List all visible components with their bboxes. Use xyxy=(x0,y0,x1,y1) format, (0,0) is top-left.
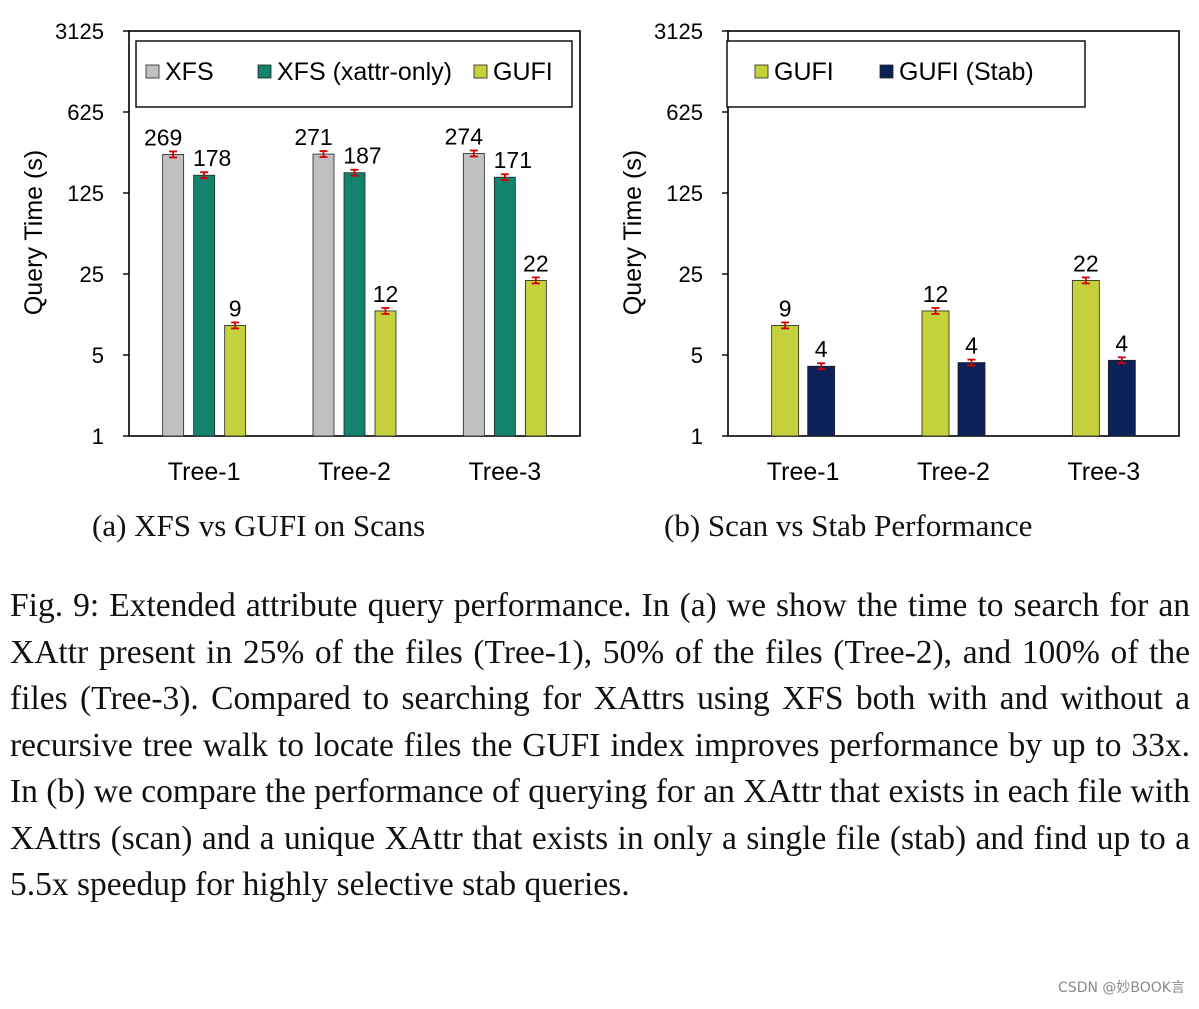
x-tick-label: Tree-3 xyxy=(468,458,541,486)
data-label: 12 xyxy=(373,281,399,307)
watermark: CSDN @妙BOOK言 xyxy=(1058,980,1185,996)
bar xyxy=(462,153,485,437)
bar xyxy=(312,153,335,437)
data-label: 4 xyxy=(965,333,978,359)
chart-a: 1 5 25 125 625 3125 Query Time (s) 269 178 9 Tree-… xyxy=(20,19,581,486)
figure-caption: Fig. 9: Extended attribute query perform… xyxy=(10,587,1190,903)
subcaption-a: (a) XFS vs GUFI on Scans xyxy=(92,508,426,543)
data-label: 274 xyxy=(445,124,484,150)
data-label: 9 xyxy=(229,295,242,321)
x-tick-label: Tree-1 xyxy=(767,458,840,486)
bar xyxy=(493,176,516,437)
legend-swatch xyxy=(145,64,160,79)
data-label: 269 xyxy=(144,124,182,150)
y-tick-label: 25 xyxy=(679,262,703,287)
bar xyxy=(193,174,216,437)
subcaption-b: (b) Scan vs Stab Performance xyxy=(664,508,1033,543)
legend-label: GUFI xyxy=(493,58,553,86)
bar xyxy=(771,325,800,437)
bar xyxy=(1071,280,1100,437)
y-tick-label: 625 xyxy=(666,100,703,125)
data-label: 4 xyxy=(815,336,828,362)
data-label: 4 xyxy=(1115,330,1128,356)
y-tick-label: 1 xyxy=(92,424,104,449)
y-tick-label: 3125 xyxy=(654,19,703,44)
data-label: 22 xyxy=(1073,250,1099,276)
legend-box xyxy=(726,40,1086,108)
y-tick-label: 25 xyxy=(80,262,104,287)
legend-label: XFS xyxy=(165,58,214,86)
bar xyxy=(921,310,950,437)
y-tick-label: 5 xyxy=(92,343,104,368)
y-tick-label: 625 xyxy=(67,100,104,125)
legend-label: XFS (xattr-only) xyxy=(277,58,452,86)
legend-label: GUFI (Stab) xyxy=(899,58,1034,86)
y-tick-label: 3125 xyxy=(55,19,104,44)
legend-box xyxy=(135,40,573,108)
plot-frame xyxy=(727,30,1180,437)
legend-swatch xyxy=(879,64,894,79)
legend-swatch xyxy=(754,64,769,79)
bar xyxy=(807,365,836,437)
data-label: 171 xyxy=(494,147,532,173)
x-tick-label: Tree-2 xyxy=(917,458,990,486)
x-tick-label: Tree-1 xyxy=(168,458,241,486)
data-label: 271 xyxy=(294,124,332,150)
y-tick-label: 5 xyxy=(691,343,703,368)
legend-label: GUFI xyxy=(774,58,834,86)
data-label: 9 xyxy=(779,295,792,321)
y-axis-title: Query Time (s) xyxy=(619,150,647,315)
x-tick-label: Tree-2 xyxy=(318,458,391,486)
bar xyxy=(524,280,547,437)
y-tick-label: 125 xyxy=(666,181,703,206)
bar xyxy=(162,154,185,437)
bar xyxy=(343,172,366,437)
y-tick-label: 1 xyxy=(691,424,703,449)
data-label: 22 xyxy=(523,250,549,276)
legend-swatch xyxy=(257,64,272,79)
y-tick-label: 125 xyxy=(67,181,104,206)
x-tick-label: Tree-3 xyxy=(1067,458,1140,486)
data-label: 178 xyxy=(193,145,231,171)
bar xyxy=(224,325,247,437)
bar xyxy=(374,310,397,437)
bar xyxy=(1107,359,1136,437)
data-label: 187 xyxy=(343,143,381,169)
bar xyxy=(957,362,986,437)
legend-swatch xyxy=(473,64,488,79)
data-label: 12 xyxy=(923,281,949,307)
y-axis-title: Query Time (s) xyxy=(20,150,48,315)
